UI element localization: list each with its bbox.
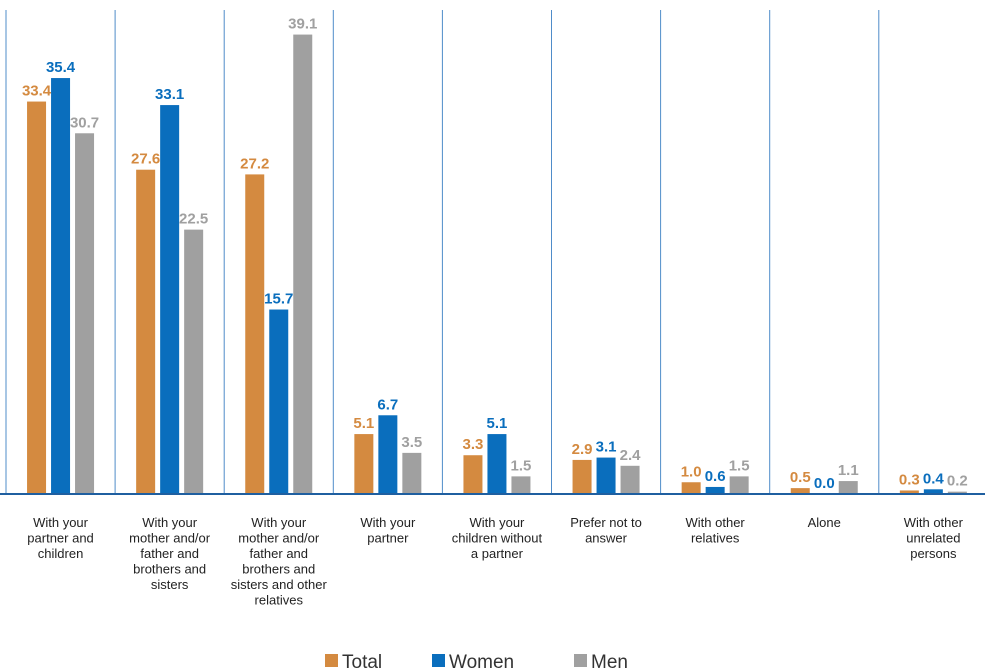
category-label: With your mother and/or father and brothers… [231, 515, 328, 608]
category-label: With your mother and/or father and brothers… [129, 515, 211, 592]
category-label: With your partner and children [27, 515, 94, 561]
value-label-total: 33.4 [22, 83, 52, 100]
bar-women [378, 415, 398, 494]
value-label-women: 35.4 [46, 59, 76, 76]
value-label-women: 0.0 [814, 475, 835, 492]
value-label-total: 27.6 [131, 151, 160, 168]
bar-women [269, 309, 289, 494]
value-label-men: 30.7 [70, 114, 99, 131]
value-label-women: 6.7 [377, 396, 398, 413]
bar-men [838, 481, 858, 494]
category-label: With your children without a partner [452, 515, 543, 561]
bar-total [572, 459, 592, 494]
value-label-men: 22.5 [179, 211, 208, 228]
value-label-total: 1.0 [681, 463, 702, 480]
value-label-total: 0.3 [899, 471, 920, 488]
bar-total [463, 455, 483, 494]
value-label-men: 1.5 [729, 457, 750, 474]
bar-women [705, 486, 725, 494]
bar-men [184, 229, 204, 494]
bar-men [729, 476, 749, 494]
value-label-women: 33.1 [155, 86, 184, 103]
value-label-women: 5.1 [487, 415, 508, 432]
bar-women [160, 105, 180, 494]
value-label-total: 3.3 [463, 436, 484, 453]
bars-group [27, 34, 967, 495]
bar-total [354, 434, 374, 494]
category-label: With other relatives [686, 515, 746, 546]
bar-total [27, 101, 47, 495]
legend-swatch-total [325, 654, 338, 667]
legend-label-total: Total [342, 652, 382, 670]
legend-label-women: Women [449, 652, 514, 670]
value-label-men: 1.5 [511, 457, 532, 474]
bar-total [790, 488, 810, 494]
bar-men [75, 133, 95, 494]
value-label-women: 0.6 [705, 468, 726, 485]
bar-total [245, 174, 265, 494]
bar-women [487, 434, 507, 494]
category-label: Prefer not to answer [570, 515, 642, 546]
value-label-men: 0.2 [947, 473, 968, 490]
value-label-men: 3.5 [401, 434, 422, 451]
category-label: Alone [808, 515, 841, 530]
legend-swatch-men [574, 654, 587, 667]
value-label-total: 27.2 [240, 155, 269, 172]
legend-label-men: Men [591, 652, 628, 670]
bar-men [947, 491, 967, 494]
value-label-total: 0.5 [790, 469, 811, 486]
bar-total [136, 169, 156, 494]
bar-men [293, 34, 313, 494]
value-label-women: 3.1 [596, 439, 617, 456]
bar-men [402, 452, 422, 494]
legend: Total Women Men [325, 652, 628, 670]
bar-women [923, 489, 943, 494]
value-label-men: 39.1 [288, 16, 317, 33]
bar-women [596, 457, 616, 494]
value-label-total: 5.1 [353, 415, 374, 432]
category-labels-group: With your partner and children With your mot… [27, 515, 963, 608]
value-label-men: 1.1 [838, 462, 859, 479]
bar-total [681, 482, 701, 494]
value-label-total: 2.9 [572, 441, 593, 458]
bar-men [620, 465, 640, 494]
value-labels-group: 33.435.430.727.633.122.527.215.739.15.16… [22, 16, 968, 492]
category-label: With other unrelated persons [904, 515, 964, 561]
bar-women [51, 78, 71, 495]
value-label-women: 0.4 [923, 470, 945, 487]
value-label-men: 2.4 [620, 447, 642, 464]
bar-total [899, 490, 919, 494]
value-label-women: 15.7 [264, 291, 293, 308]
legend-swatch-women [432, 654, 445, 667]
category-label: With your partner [360, 515, 416, 546]
bar-men [511, 476, 531, 494]
category-separators [5, 10, 880, 494]
